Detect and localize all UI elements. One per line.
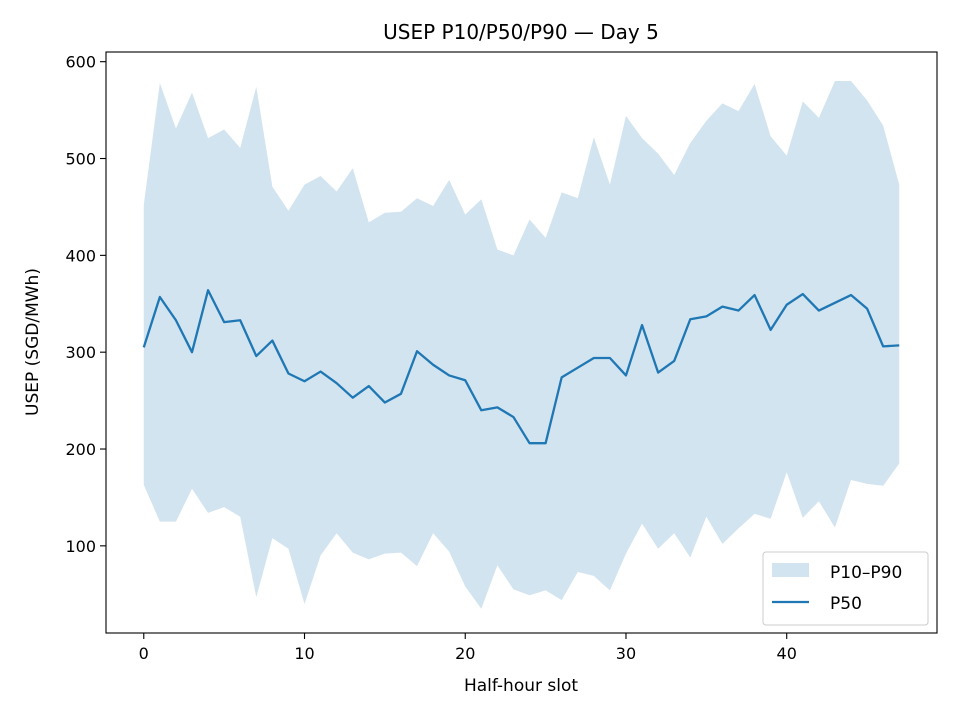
y-tick-label: 300 (65, 343, 96, 362)
plot-area (142, 81, 900, 609)
axes-frame (105, 51, 938, 634)
y-tick-label: 600 (65, 53, 96, 72)
x-tick-label: 20 (455, 644, 475, 663)
x-axis-ticks: 0 10 20 30 40 (139, 633, 797, 663)
x-axis-title: Half-hour slot (464, 676, 578, 696)
legend-label-p50: P50 (830, 594, 862, 614)
x-tick-label: 0 (139, 644, 149, 663)
x-tick-label: 10 (294, 644, 314, 663)
y-tick-label: 100 (65, 537, 96, 556)
p50-line (142, 289, 900, 445)
y-tick-label: 200 (65, 440, 96, 459)
y-axis-ticks: 100 200 300 400 500 600 (65, 53, 106, 556)
y-tick-label: 500 (65, 150, 96, 169)
y-axis-title: USEP (SGD/MWh) (23, 268, 43, 416)
p10-p90-band (143, 81, 900, 609)
legend-swatch-p10-p90 (772, 563, 809, 577)
x-tick-label: 40 (777, 644, 797, 663)
legend-box (762, 551, 929, 626)
y-tick-label: 400 (65, 246, 96, 265)
legend-label-p10-p90: P10–P90 (830, 563, 902, 583)
chart-title: USEP P10/P50/P90 — Day 5 (383, 20, 659, 44)
x-tick-label: 30 (616, 644, 636, 663)
legend: P10–P90 P50 (762, 551, 929, 626)
